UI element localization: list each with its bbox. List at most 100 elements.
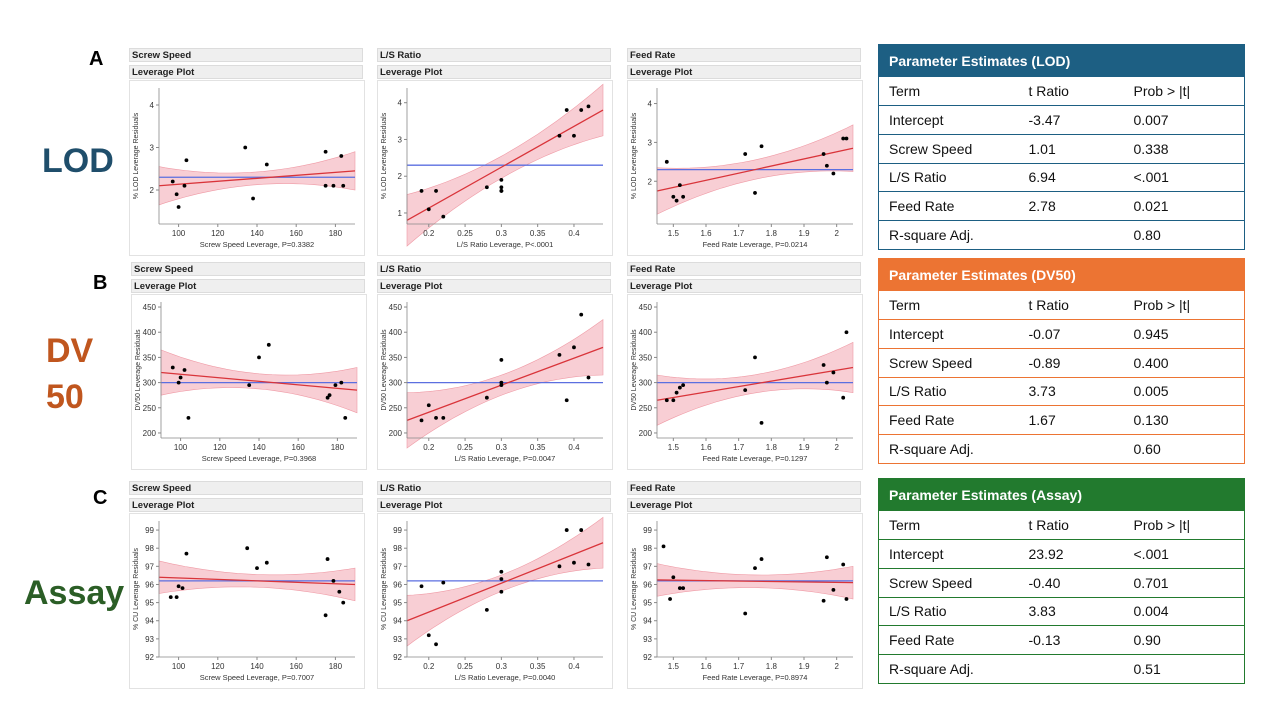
prob-cell: 0.005 (1123, 377, 1245, 407)
t-ratio-cell: -0.89 (1018, 348, 1124, 378)
term-cell: Screw Speed (878, 348, 1019, 378)
x-tick-label: 100 (172, 662, 186, 671)
data-point (184, 551, 189, 556)
leverage-plot-assay-feed-rate: Feed Rate Leverage Plot 1.5 1.6 1.7 1.8 1.9 2 92… (627, 481, 863, 689)
table-row: Screw Speed -0.89 0.400 (878, 348, 1245, 378)
y-tick-label: 4 (398, 99, 403, 108)
data-point (484, 185, 489, 190)
x-axis-label: L/S Ratio Leverage, P=0.0040 (455, 673, 556, 682)
y-tick-label: 98 (643, 544, 652, 553)
data-point (844, 330, 849, 335)
table-title: Parameter Estimates (Assay) (878, 478, 1245, 511)
data-point (499, 589, 504, 594)
data-point (323, 149, 328, 154)
column-header-t-ratio: t Ratio (1018, 511, 1124, 541)
table-row: Screw Speed -0.40 0.701 (878, 568, 1245, 598)
x-tick-label: 0.3 (496, 662, 508, 671)
x-tick-label: 1.8 (766, 229, 778, 238)
table-row: Feed Rate 1.67 0.130 (878, 405, 1245, 435)
data-point (341, 600, 346, 605)
y-tick-label: 450 (389, 303, 403, 312)
data-point (176, 380, 181, 385)
fit-line (160, 371, 358, 391)
leverage-plot-dv50-feed-rate: Feed Rate Leverage Plot 1.5 1.6 1.7 1.8 1.9 2 20… (627, 262, 863, 470)
leverage-plot-lod-screw-speed: Screw Speed Leverage Plot 100 120 140 160 180 2… (129, 48, 365, 256)
table-row: Screw Speed 1.01 0.338 (878, 134, 1245, 164)
x-tick-label: 120 (213, 443, 227, 452)
column-header-term: Term (878, 511, 1019, 541)
x-tick-label: 0.3 (496, 229, 508, 238)
leverage-plot-assay-screw-speed: Screw Speed Leverage Plot 100 120 140 160 180 9… (129, 481, 365, 689)
y-tick-label: 2 (398, 172, 403, 181)
plot-subheader: Leverage Plot (627, 279, 861, 293)
fit-line (158, 576, 356, 586)
plot-canvas: 0.2 0.25 0.3 0.35 0.4 92 93 94 95 96 97 98 99 L/S Rat… (377, 513, 613, 689)
y-tick-label: 450 (639, 303, 653, 312)
data-point (186, 415, 191, 420)
data-point (743, 611, 748, 616)
data-point (499, 577, 504, 581)
t-ratio-cell: 3.73 (1018, 377, 1124, 407)
x-tick-label: 1.9 (798, 662, 810, 671)
parameter-estimates-table-assay: Parameter Estimates (Assay) Term t Ratio Pr… (878, 478, 1245, 684)
data-point (247, 383, 252, 388)
y-axis-label: % CU Leverage Residuals (133, 547, 140, 630)
y-tick-label: 400 (143, 328, 157, 337)
data-point (557, 133, 562, 138)
fit-line (406, 542, 604, 622)
data-point (831, 588, 836, 592)
data-point (426, 633, 431, 638)
y-axis-label: % CU Leverage Residuals (381, 547, 388, 630)
data-point (264, 162, 269, 167)
prob-cell: 0.400 (1123, 348, 1245, 378)
y-tick-label: 250 (389, 404, 403, 413)
plot-border (377, 513, 613, 689)
plot-header: Screw Speed (129, 48, 363, 62)
x-axis-label: Feed Rate Leverage, P=0.0214 (703, 240, 808, 249)
x-tick-label: 2 (834, 443, 839, 452)
t-ratio-cell (1018, 654, 1124, 684)
y-axis-label: % LOD Leverage Residuals (133, 112, 140, 199)
term-cell: Feed Rate (878, 191, 1019, 221)
data-point (681, 586, 686, 590)
x-axis-label: Screw Speed Leverage, P=0.3382 (200, 240, 314, 249)
plot-canvas: 1.5 1.6 1.7 1.8 1.9 2 2 3 4 Feed Rate Leverage, P… (627, 80, 863, 256)
plot-border (377, 294, 613, 470)
x-tick-label: 140 (252, 443, 266, 452)
x-tick-label: 180 (331, 443, 345, 452)
y-tick-label: 93 (393, 635, 402, 644)
x-tick-label: 1.6 (700, 229, 712, 238)
x-tick-label: 0.4 (568, 443, 580, 452)
t-ratio-cell: 6.94 (1018, 163, 1124, 193)
leverage-plot-dv50-screw-speed: Screw Speed Leverage Plot 100 120 140 160 180 2… (131, 262, 367, 470)
plot-border (131, 294, 367, 470)
fit-line (656, 147, 854, 192)
data-point (681, 383, 686, 388)
y-tick-label: 200 (389, 429, 403, 438)
plot-border (627, 80, 863, 256)
column-header-term: Term (878, 291, 1019, 321)
data-point (341, 183, 346, 188)
x-axis-label: L/S Ratio Leverage, P<.0001 (457, 240, 554, 249)
x-tick-label: 1.9 (798, 229, 810, 238)
x-tick-label: 2 (834, 662, 839, 671)
term-cell: Feed Rate (878, 405, 1019, 435)
data-point (759, 420, 764, 425)
plot-header: Feed Rate (627, 481, 861, 495)
plot-subheader: Leverage Plot (129, 65, 363, 79)
data-point (557, 564, 562, 569)
y-tick-label: 99 (393, 526, 402, 535)
data-point (245, 546, 250, 551)
y-axis-label: DV50 Leverage Residuals (381, 329, 388, 411)
data-point (564, 108, 569, 112)
row-letter-a: A (89, 48, 104, 70)
data-point (255, 566, 259, 571)
y-tick-label: 350 (143, 353, 157, 362)
y-tick-label: 200 (639, 429, 653, 438)
data-point (572, 133, 576, 138)
row-label-lod: LOD (42, 142, 114, 180)
data-point (499, 383, 504, 388)
data-point (753, 566, 757, 571)
data-point (426, 403, 431, 408)
data-point (170, 365, 175, 370)
